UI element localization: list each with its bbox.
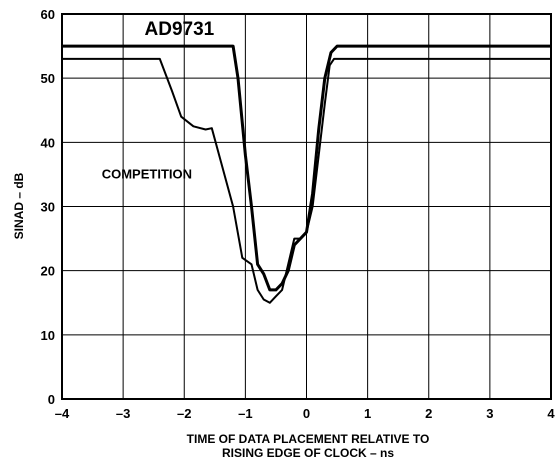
- series-line-ad9731: [62, 44, 551, 292]
- y-axis-title: SINAD – dB: [12, 172, 26, 239]
- x-axis-title-line2: RISING EDGE OF CLOCK – ns: [222, 446, 394, 460]
- y-tick-label: 50: [41, 71, 55, 86]
- y-tick-label: 40: [41, 135, 55, 150]
- series-lines: [62, 44, 551, 304]
- y-tick-label: 30: [41, 200, 55, 215]
- x-tick-label: –3: [116, 406, 130, 421]
- y-tick-label: 10: [41, 328, 55, 343]
- series-line-competition: [62, 57, 551, 304]
- series-label-competition: COMPETITION: [102, 166, 192, 181]
- y-tick-label: 0: [48, 392, 55, 407]
- x-tick-label: 2: [425, 406, 432, 421]
- x-tick-label: –4: [55, 406, 70, 421]
- y-tick-labels: 0 10 20 30 40 50 60: [41, 7, 55, 407]
- x-tick-label: –2: [177, 406, 191, 421]
- x-tick-label: 3: [486, 406, 493, 421]
- x-tick-label: –1: [238, 406, 252, 421]
- x-tick-labels: –4 –3 –2 –1 0 1 2 3 4: [55, 406, 556, 421]
- x-tick-label: 4: [547, 406, 555, 421]
- x-tick-label: 1: [364, 406, 371, 421]
- x-tick-label: 0: [303, 406, 310, 421]
- y-tick-label: 60: [41, 7, 55, 22]
- series-labels: AD9731 COMPETITION: [102, 19, 215, 181]
- y-tick-label: 20: [41, 264, 55, 279]
- grid-lines: [61, 13, 552, 400]
- plot-frame: [61, 13, 552, 400]
- x-axis-title-line1: TIME OF DATA PLACEMENT RELATIVE TO: [187, 432, 430, 446]
- series-label-ad9731: AD9731: [145, 19, 215, 40]
